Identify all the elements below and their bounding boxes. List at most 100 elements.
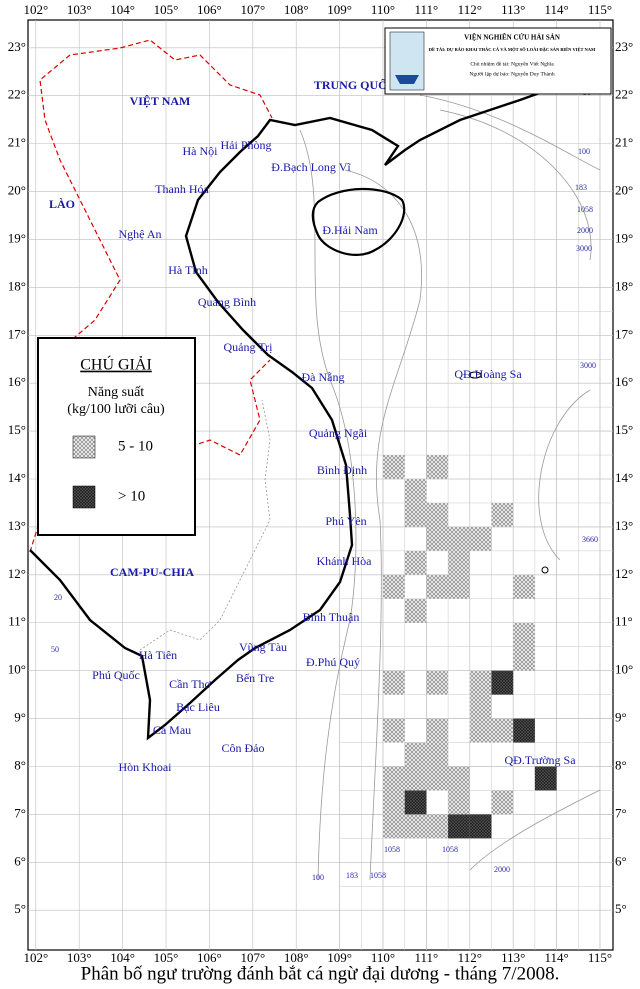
x-tick-label: 107° xyxy=(240,950,265,965)
y-tick-label: 22° xyxy=(8,87,26,102)
place-label: QĐ.Trường Sa xyxy=(504,753,576,767)
depth-label: 20 xyxy=(54,593,62,602)
y-tick-label: 11° xyxy=(8,614,26,629)
place-label: Đà Nẵng xyxy=(302,370,345,384)
place-label: Đ.Hải Nam xyxy=(322,223,378,237)
x-tick-label: 111° xyxy=(415,950,439,965)
fishing-cell xyxy=(469,526,492,551)
fishing-cell xyxy=(426,814,449,839)
place-label: Hải Phòng xyxy=(221,138,272,152)
place-label: Côn Đảo xyxy=(222,741,265,755)
y-tick-label: 11° xyxy=(615,614,633,629)
y-tick-label: 21° xyxy=(8,135,26,150)
y-tick-label: 22° xyxy=(615,87,633,102)
fishing-cell xyxy=(469,814,492,839)
x-tick-label: 110° xyxy=(371,2,395,17)
x-tick-label: 115° xyxy=(588,2,612,17)
header-institute: VIỆN NGHIÊN CỨU HẢI SẢN xyxy=(464,34,560,42)
legend-subtitle: Năng suất xyxy=(88,385,144,400)
place-label: Cà Mau xyxy=(153,723,191,737)
y-tick-label: 18° xyxy=(615,278,633,293)
fishing-cell xyxy=(404,550,427,575)
x-tick-label: 113° xyxy=(501,950,525,965)
place-label: Bạc Liêu xyxy=(176,700,220,714)
y-tick-label: 5° xyxy=(14,901,26,916)
y-tick-label: 10° xyxy=(8,662,26,677)
depth-label: 183 xyxy=(575,183,587,192)
fishing-cell xyxy=(534,766,557,791)
y-tick-label: 16° xyxy=(8,374,26,389)
fishing-cell xyxy=(426,574,449,599)
depth-label: 1058 xyxy=(370,871,386,880)
x-tick-label: 103° xyxy=(67,950,92,965)
x-tick-label: 102° xyxy=(23,2,48,17)
fishing-cell xyxy=(404,598,427,623)
x-tick-label: 114° xyxy=(544,2,568,17)
y-tick-label: 8° xyxy=(14,757,26,772)
y-tick-label: 20° xyxy=(615,183,633,198)
x-tick-label: 109° xyxy=(327,950,352,965)
place-label: Khánh Hòa xyxy=(317,554,373,568)
fishing-cell xyxy=(382,814,405,839)
x-tick-label: 115° xyxy=(588,950,612,965)
y-tick-label: 17° xyxy=(8,326,26,341)
legend-swatch xyxy=(72,435,96,459)
place-label: Quảng Ngãi xyxy=(309,426,368,440)
fishing-cell xyxy=(448,574,470,599)
y-tick-label: 7° xyxy=(615,805,627,820)
x-tick-label: 103° xyxy=(67,2,92,17)
x-tick-label: 104° xyxy=(110,2,135,17)
place-label: VIỆT NAM xyxy=(130,94,191,108)
x-tick-label: 102° xyxy=(23,950,48,965)
x-tick-label: 104° xyxy=(110,950,135,965)
x-tick-label: 105° xyxy=(154,2,179,17)
fishing-cell xyxy=(426,526,449,551)
y-tick-label: 12° xyxy=(615,566,633,581)
y-tick-label: 13° xyxy=(8,518,26,533)
y-tick-label: 6° xyxy=(14,853,26,868)
fishing-cell xyxy=(426,502,449,527)
land xyxy=(29,39,606,881)
depth-label: 183 xyxy=(346,871,358,880)
place-label: Hòn Khoai xyxy=(119,760,173,774)
x-tick-label: 105° xyxy=(154,950,179,965)
y-tick-label: 9° xyxy=(615,710,627,725)
x-tick-label: 106° xyxy=(197,950,222,965)
fishing-cell xyxy=(469,694,492,719)
fishing-cell xyxy=(382,766,405,791)
x-tick-label: 110° xyxy=(371,950,395,965)
depth-label: 2000 xyxy=(577,226,593,235)
fishing-cell xyxy=(382,718,405,743)
fishing-cell xyxy=(404,502,427,527)
fishing-cell xyxy=(448,790,470,815)
fishing-cell xyxy=(404,766,427,791)
fishing-cell xyxy=(448,526,470,551)
fishing-cell xyxy=(382,455,405,480)
y-tick-label: 14° xyxy=(615,470,633,485)
place-label: Quảng Trị xyxy=(223,340,273,354)
place-label: TRUNG QUỐC xyxy=(314,77,396,92)
fishing-cell xyxy=(426,718,449,743)
y-tick-label: 10° xyxy=(615,662,633,677)
place-label: Phú Yên xyxy=(325,514,366,528)
x-tick-label: 114° xyxy=(544,950,568,965)
legend-unit: (kg/100 lưỡi câu) xyxy=(67,402,165,417)
y-tick-label: 7° xyxy=(14,805,26,820)
y-tick-label: 9° xyxy=(14,710,26,725)
logo-boat xyxy=(395,75,419,84)
fishing-cell xyxy=(448,550,470,575)
place-label: LÀO xyxy=(49,197,75,211)
fishing-cell xyxy=(382,670,405,695)
depth-label: 3000 xyxy=(580,361,596,370)
place-label: Nghệ An xyxy=(119,227,162,241)
legend-items: 5 - 10 > 10 xyxy=(72,435,153,509)
place-label: Hà Tiên xyxy=(139,648,177,662)
depth-label: 1058 xyxy=(384,845,400,854)
y-tick-label: 21° xyxy=(615,135,633,150)
legend-title: CHÚ GIẢI xyxy=(80,355,152,374)
legend-box xyxy=(37,337,196,536)
legend-label: > 10 xyxy=(118,488,145,504)
place-label: Hà Nội xyxy=(183,144,219,158)
y-tick-label: 6° xyxy=(615,853,627,868)
fishing-cell xyxy=(491,718,514,743)
